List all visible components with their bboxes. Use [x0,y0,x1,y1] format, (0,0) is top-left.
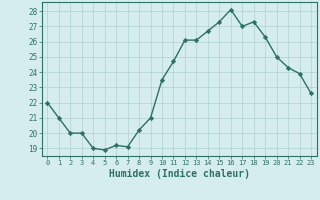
X-axis label: Humidex (Indice chaleur): Humidex (Indice chaleur) [109,169,250,179]
